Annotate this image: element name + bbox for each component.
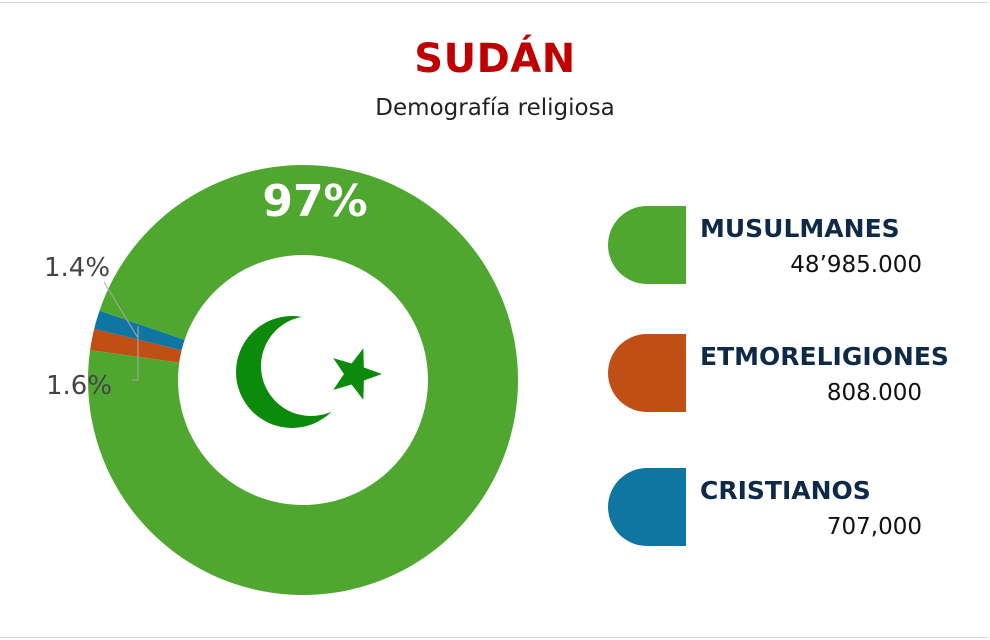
crescent-star-icon (236, 316, 382, 428)
legend-name: MUSULMANES (700, 214, 900, 243)
slice-musulmanes (88, 164, 518, 596)
leader-line-etmoreligiones (132, 326, 139, 381)
legend-name: ETMORELIGIONES (700, 342, 949, 371)
leader-line-cristianos (103, 281, 139, 339)
slice-etmoreligiones (90, 328, 182, 363)
label-cristianos: 1.4% (44, 253, 110, 283)
legend-item-musulmanes: MUSULMANES 48’985.000 (608, 206, 928, 286)
legend-swatch (608, 468, 686, 546)
legend-value: 707,000 (826, 514, 922, 540)
label-etmoreligiones: 1.6% (46, 371, 112, 401)
chart-subtitle: Demografía religiosa (375, 95, 615, 121)
legend-swatch (608, 206, 686, 284)
chart-title: SUDÁN (414, 36, 576, 82)
label-musulmanes: 97% (262, 176, 367, 227)
slice-cristianos (94, 310, 185, 351)
legend-item-cristianos: CRISTIANOS 707,000 (608, 468, 928, 548)
legend-item-etmoreligiones: ETMORELIGIONES 808.000 (608, 334, 949, 414)
legend-value: 808.000 (826, 380, 922, 406)
legend-swatch (608, 334, 686, 412)
legend-name: CRISTIANOS (700, 476, 871, 505)
legend-value: 48’985.000 (790, 252, 922, 278)
